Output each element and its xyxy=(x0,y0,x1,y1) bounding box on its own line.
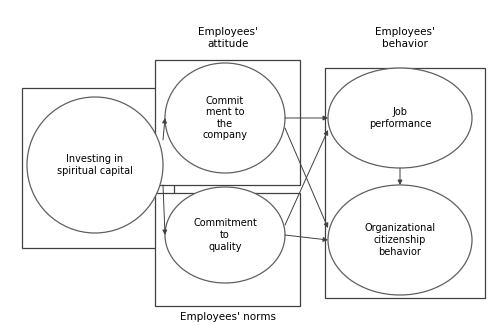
Ellipse shape xyxy=(328,185,472,295)
Bar xyxy=(22,88,174,248)
Ellipse shape xyxy=(27,97,163,233)
Bar xyxy=(155,193,300,306)
Ellipse shape xyxy=(165,63,285,173)
Text: Commit
ment to
the
company: Commit ment to the company xyxy=(202,96,248,140)
Text: Employees'
behavior: Employees' behavior xyxy=(375,27,435,49)
Text: Organizational
citizenship
behavior: Organizational citizenship behavior xyxy=(364,223,436,257)
Text: Employees' norms: Employees' norms xyxy=(180,312,276,322)
Bar xyxy=(155,60,300,185)
Bar xyxy=(325,68,485,298)
Ellipse shape xyxy=(165,187,285,283)
Text: Job
performance: Job performance xyxy=(369,107,431,129)
Text: Employees'
attitude: Employees' attitude xyxy=(198,27,258,49)
Text: Commitment
to
quality: Commitment to quality xyxy=(193,218,257,252)
Text: Investing in
spiritual capital: Investing in spiritual capital xyxy=(57,154,133,176)
Ellipse shape xyxy=(328,68,472,168)
